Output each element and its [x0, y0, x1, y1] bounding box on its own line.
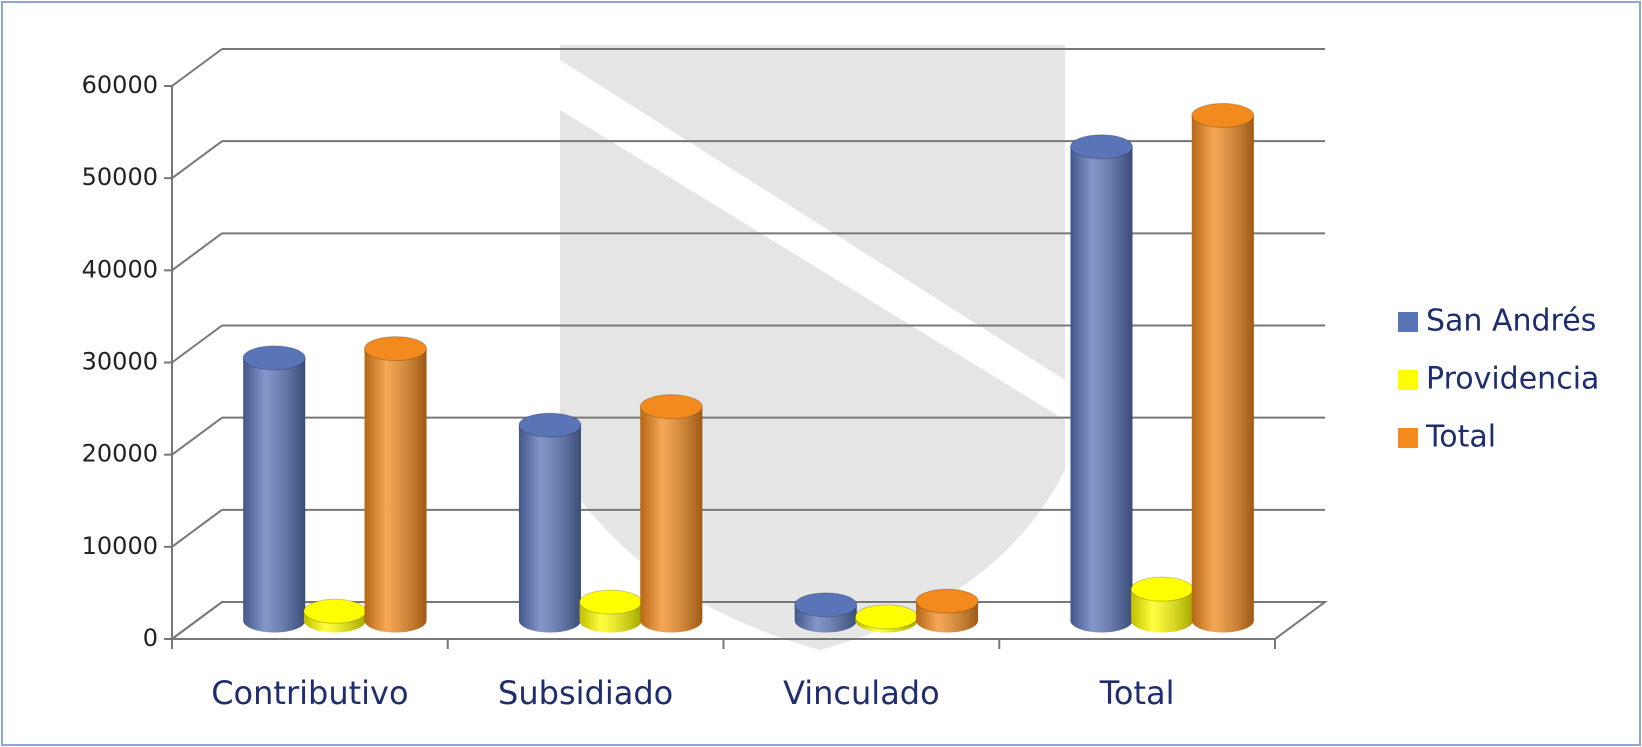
y-tick-label: 0 [143, 624, 158, 652]
y-tick-label: 20000 [82, 440, 158, 468]
x-tick-label: Subsidiado [498, 674, 673, 712]
legend-label: Providencia [1426, 362, 1599, 397]
bar-cap [1069, 134, 1133, 160]
x-tick-label: Contributivo [211, 674, 408, 712]
bar [242, 345, 306, 633]
bar-shade [1070, 146, 1133, 633]
bar-cap [639, 394, 703, 420]
legend-swatch [1398, 312, 1418, 332]
bar-shade [243, 357, 306, 633]
y-tick-label: 30000 [82, 348, 158, 376]
bar [579, 589, 643, 633]
grid-line [171, 232, 223, 272]
bar-shade [518, 425, 581, 633]
bar-shade [1131, 589, 1194, 633]
y-tick-label: 40000 [82, 255, 158, 283]
bar-cap [364, 336, 428, 362]
bar [854, 604, 918, 633]
grid-line [171, 416, 223, 456]
bar [1191, 102, 1255, 633]
bar-shade [1191, 115, 1254, 633]
bar-cap [579, 589, 643, 615]
grid-line [171, 324, 223, 364]
grid-line [171, 509, 223, 548]
bar [794, 592, 858, 633]
bar-cap [1130, 576, 1194, 602]
bar [364, 336, 428, 633]
legend-label: Total [1425, 420, 1496, 455]
bar-cap [915, 588, 979, 614]
legend-swatch [1398, 370, 1418, 390]
grid-line [171, 140, 223, 179]
x-tick-label: Total [1099, 674, 1175, 712]
bar [303, 598, 367, 633]
bar [1130, 576, 1194, 633]
bar-cap [518, 412, 582, 438]
bar [518, 412, 582, 633]
legend-swatch [1398, 428, 1418, 448]
grid-line [171, 601, 223, 640]
grid-line [171, 48, 223, 87]
bar-cap [1191, 102, 1255, 128]
bar [915, 588, 979, 633]
y-tick-label: 50000 [82, 163, 158, 191]
bar-cap [242, 345, 306, 371]
y-tick-label: 60000 [82, 71, 158, 99]
legend-label: San Andrés [1426, 304, 1596, 339]
bar-cap [794, 592, 858, 618]
bar [1069, 134, 1133, 633]
x-tick-label: Vinculado [783, 674, 940, 712]
bar-shade [640, 406, 703, 633]
bar-cap [854, 604, 918, 630]
bar-shade [364, 348, 427, 633]
y-tick-label: 10000 [82, 532, 158, 560]
bar [639, 394, 703, 633]
bar-cap [303, 598, 367, 624]
